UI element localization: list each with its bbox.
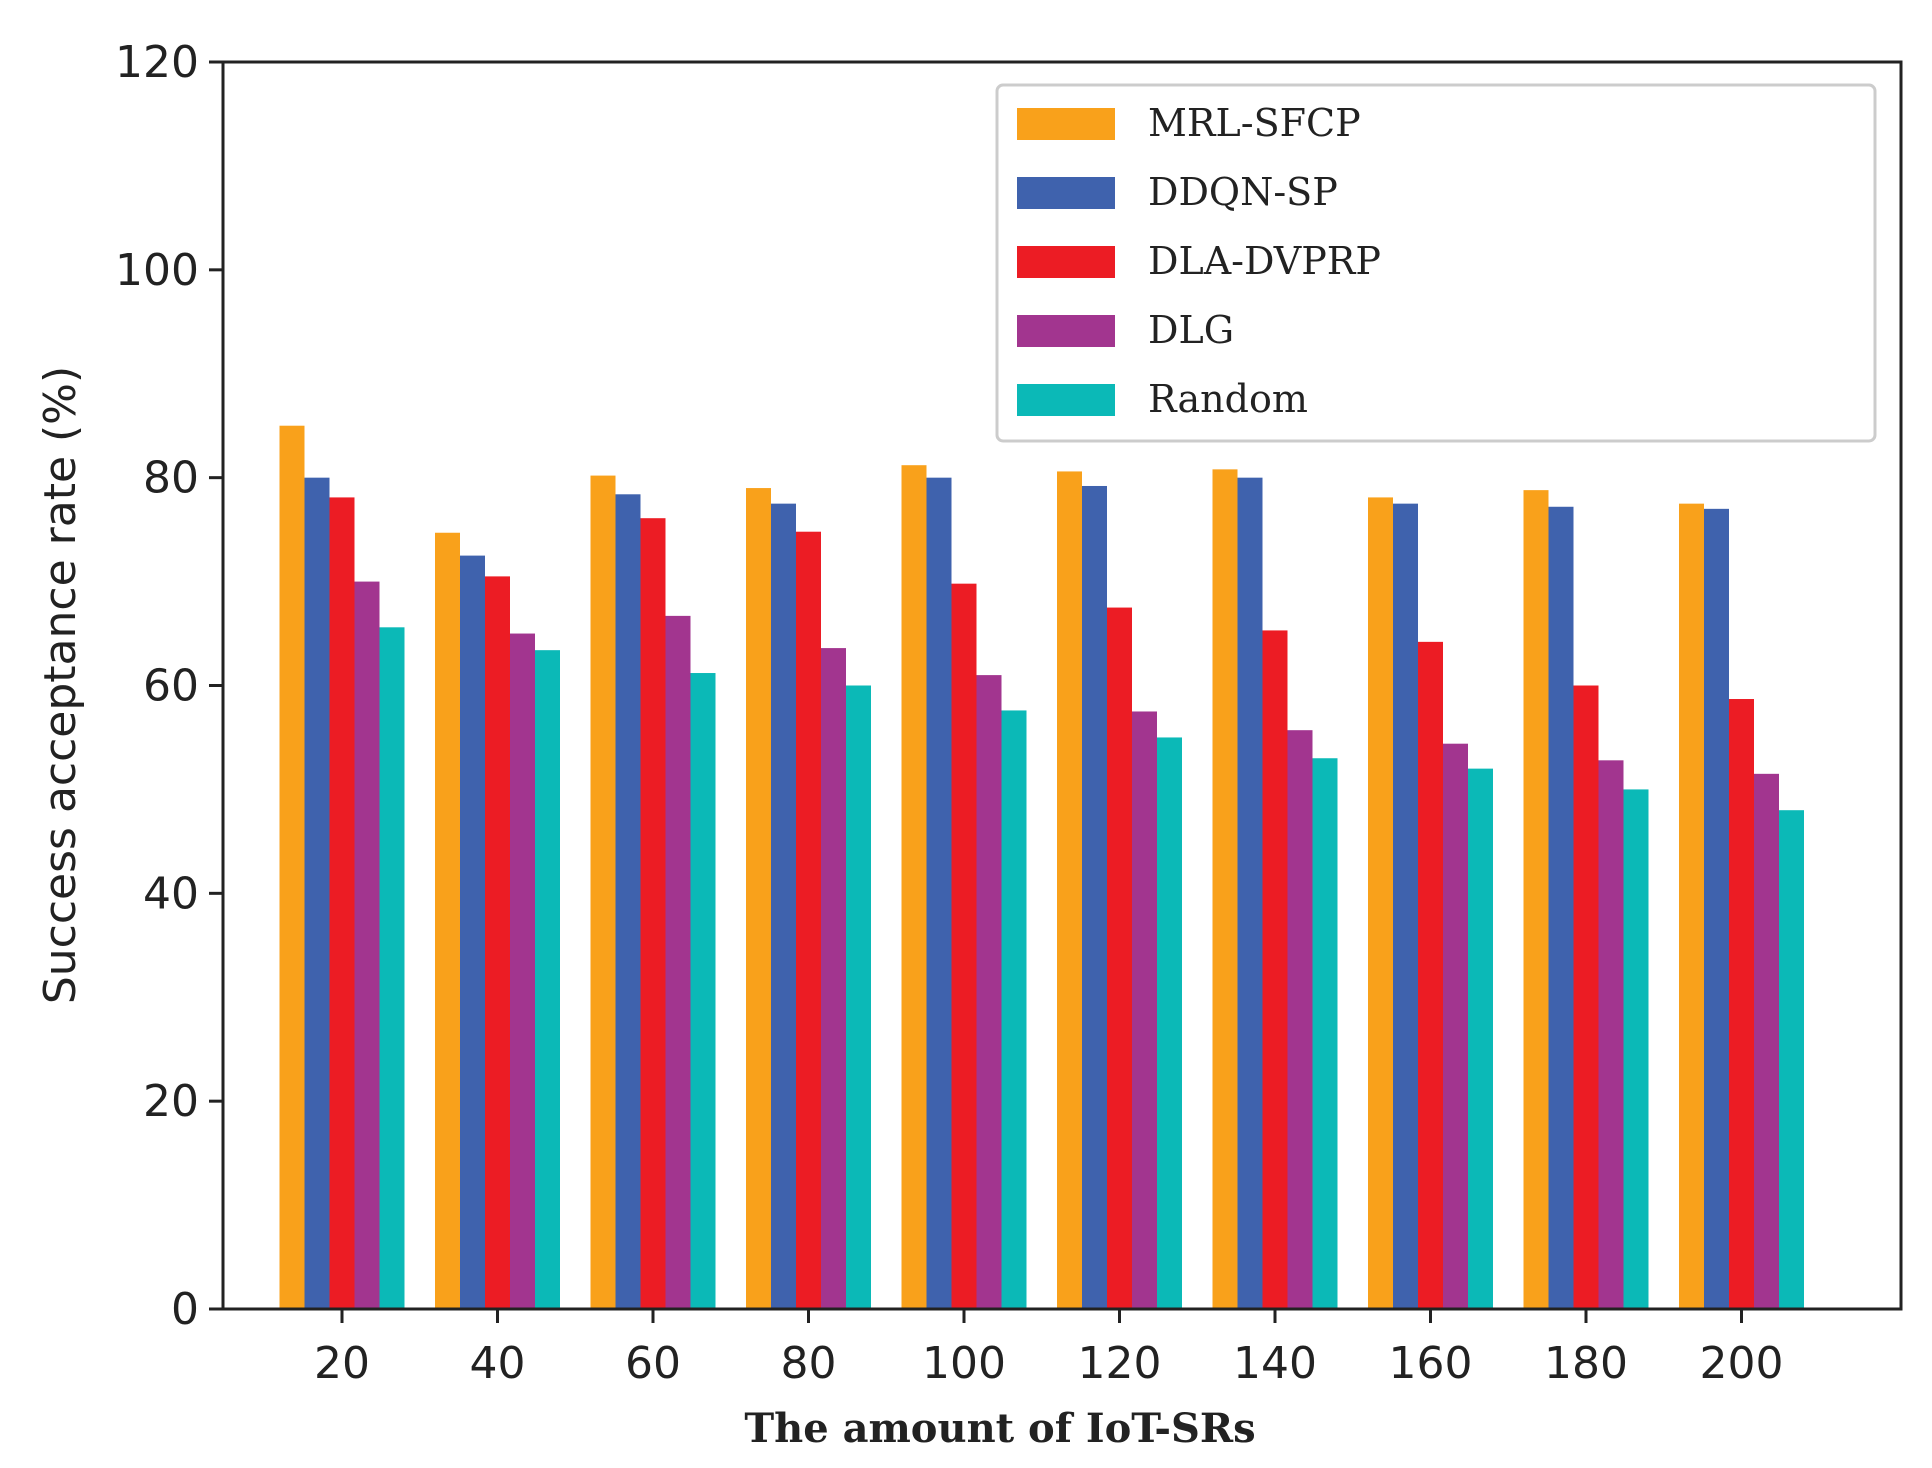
bar-mrl-sfcp-180 [1523,490,1549,1309]
y-tick-label-40: 40 [143,868,199,919]
y-tick-label-60: 60 [143,661,199,712]
x-tick-label-20: 20 [314,1338,370,1389]
bar-ddqn-sp-200 [1704,508,1729,1309]
bar-dlg-20 [354,581,380,1309]
legend-swatch-random [1017,384,1115,416]
bar-ddqn-sp-120 [1082,485,1107,1310]
bar-ddqn-sp-140 [1237,477,1263,1310]
y-tick-label-100: 100 [115,245,199,296]
y-tick-label-0: 0 [171,1284,199,1335]
y-tick-label-120: 120 [115,37,199,88]
legend-frame [995,83,1877,443]
bar-dla-dvprp-20 [329,497,355,1309]
bar-random-140 [1312,758,1338,1309]
bar-dla-dvprp-140 [1262,630,1288,1309]
bar-mrl-sfcp-40 [435,532,460,1309]
bar-random-120 [1157,737,1182,1309]
bar-random-60 [690,673,716,1309]
legend-label-dlg: DLG [1148,308,1234,352]
legend-label-ddqn-sp: DDQN-SP [1148,170,1338,214]
x-axis: 20 40 60 80 100 120 140 160 180 200 [314,1309,1783,1389]
bar-dla-dvprp-40 [485,576,510,1309]
y-axis-label: Success acceptance rate (%) [35,366,86,1004]
legend-label-random: Random [1148,377,1308,421]
bar-dla-dvprp-60 [640,518,666,1309]
bar-dlg-80 [821,648,846,1309]
bar-random-40 [535,650,560,1309]
bar-mrl-sfcp-20 [279,425,305,1309]
bar-mrl-sfcp-80 [746,488,771,1309]
x-tick-label-60: 60 [625,1338,681,1389]
bar-mrl-sfcp-120 [1057,471,1082,1310]
bar-dla-dvprp-200 [1729,699,1754,1309]
bar-dlg-100 [976,675,1002,1309]
bar-ddqn-sp-100 [926,477,952,1310]
bar-dlg-60 [665,615,691,1309]
bar-ddqn-sp-80 [771,503,796,1309]
legend-swatch-dla-dvprp [1017,246,1115,278]
x-tick-label-180: 180 [1544,1338,1628,1389]
x-axis-label: The amount of IoT-SRs [744,1405,1255,1452]
bar-mrl-sfcp-200 [1679,503,1704,1309]
bar-dlg-40 [510,633,535,1309]
bar-dla-dvprp-80 [796,531,821,1309]
bar-dla-dvprp-120 [1107,607,1132,1309]
bar-random-160 [1468,768,1493,1309]
bar-mrl-sfcp-140 [1212,469,1238,1309]
bar-random-80 [846,685,871,1309]
x-tick-label-140: 140 [1233,1338,1317,1389]
y-axis: 0 20 40 60 80 100 120 [115,37,223,1335]
y-tick-label-80: 80 [143,453,199,504]
bar-dlg-120 [1132,711,1157,1309]
legend-label-dla-dvprp: DLA-DVPRP [1148,239,1381,283]
bar-random-180 [1623,789,1649,1309]
legend-swatch-mrl-sfcp [1017,108,1115,140]
bar-ddqn-sp-180 [1548,506,1574,1310]
bar-ddqn-sp-60 [615,494,641,1309]
legend: MRL-SFCP DDQN-SP DLA-DVPRP DLG Random [995,83,1877,443]
bar-ddqn-sp-160 [1393,503,1418,1309]
bar-ddqn-sp-40 [460,555,485,1309]
bar-dlg-180 [1598,760,1624,1309]
legend-label-mrl-sfcp: MRL-SFCP [1148,101,1361,145]
x-tick-label-200: 200 [1700,1338,1784,1389]
bar-dla-dvprp-100 [951,583,977,1309]
bar-mrl-sfcp-60 [590,475,616,1309]
bar-dlg-140 [1287,730,1313,1309]
bar-dlg-200 [1754,773,1779,1309]
y-tick-label-20: 20 [143,1076,199,1127]
bar-ddqn-sp-20 [304,477,330,1310]
x-tick-label-120: 120 [1078,1338,1162,1389]
bar-random-20 [379,627,405,1309]
legend-swatch-dlg [1017,315,1115,347]
bar-dla-dvprp-180 [1573,685,1599,1309]
x-tick-label-80: 80 [781,1338,837,1389]
plot-frame [221,60,1903,1311]
bar-mrl-sfcp-160 [1368,497,1393,1309]
bar-dlg-160 [1443,743,1468,1309]
x-tick-label-160: 160 [1389,1338,1473,1389]
legend-swatch-ddqn-sp [1017,177,1115,209]
bar-mrl-sfcp-100 [901,465,927,1309]
x-tick-label-40: 40 [470,1338,526,1389]
bars-group [279,425,1804,1310]
bar-dla-dvprp-160 [1418,641,1443,1309]
bar-random-100 [1001,710,1027,1309]
x-tick-label-100: 100 [922,1338,1006,1389]
bar-random-200 [1779,810,1804,1309]
